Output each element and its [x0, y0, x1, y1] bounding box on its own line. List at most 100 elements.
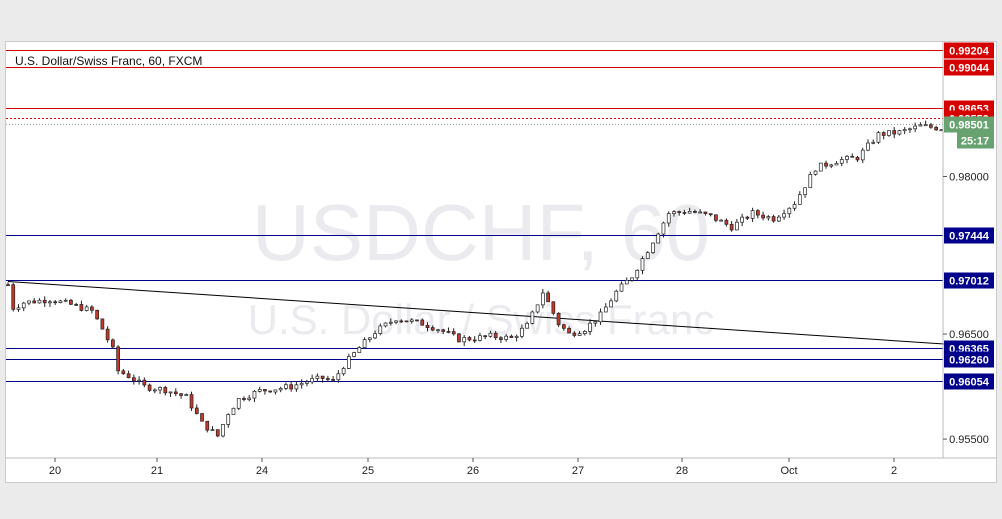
candle-body: [242, 398, 246, 400]
candle-body: [640, 258, 645, 271]
candle-body: [567, 328, 571, 334]
candle-body: [194, 407, 199, 414]
candle-body: [556, 312, 561, 326]
candle-body: [131, 377, 136, 382]
candle-body: [341, 368, 346, 375]
watermark: USDCHF, 60 U.S. Dollar / Swiss Franc: [248, 188, 715, 343]
x-tick-label: 28: [676, 465, 688, 477]
candle-body: [69, 299, 73, 305]
countdown-bg: [957, 132, 994, 149]
candle-body: [693, 211, 697, 213]
candle-body: [326, 378, 330, 380]
level-label: 0.96260: [949, 355, 989, 367]
candle-body: [362, 339, 367, 348]
chart-frame: USDCHF, 60 U.S. Dollar / Swiss Franc 0.9…: [5, 41, 997, 483]
candle-body: [373, 333, 377, 339]
candle-body: [803, 187, 807, 196]
level-label: 0.97012: [949, 276, 989, 288]
level-label: 0.96054: [949, 377, 990, 389]
candle-body: [808, 174, 813, 189]
candle-body: [179, 393, 183, 396]
candle-body: [797, 194, 802, 205]
candle-body: [514, 335, 519, 338]
candle-body: [11, 284, 16, 310]
candle-body: [782, 213, 786, 218]
candle-body: [630, 277, 634, 281]
candle-body: [761, 214, 765, 219]
candle-body: [446, 331, 451, 333]
candle-body: [923, 124, 928, 127]
candle-body: [105, 328, 110, 341]
candle-body: [16, 307, 21, 310]
candle-body: [719, 219, 724, 222]
level-label-bg: [944, 351, 994, 368]
candle-body: [252, 391, 257, 399]
candle-body: [200, 413, 204, 422]
candle-body: [535, 304, 540, 313]
y-tick-label: 0.95500: [949, 434, 989, 446]
candle-body: [305, 381, 309, 384]
candle-body: [399, 320, 404, 323]
candle-body: [504, 335, 509, 340]
candle-body: [787, 207, 792, 215]
candle-body: [215, 429, 220, 437]
candle-body: [147, 384, 152, 391]
candle-body: [493, 332, 498, 339]
candle-body: [478, 335, 482, 341]
candle-body: [698, 211, 703, 214]
chart-title: U.S. Dollar/Swiss Franc, 60, FXCM: [15, 54, 202, 68]
candle-body: [682, 212, 687, 214]
candle-body: [934, 126, 938, 131]
candle-body: [299, 382, 304, 386]
x-tick-label: 26: [467, 465, 479, 477]
candle-body: [404, 320, 409, 323]
candle-body: [100, 318, 105, 330]
candle-body: [336, 373, 341, 381]
price-chart[interactable]: USDCHF, 60 U.S. Dollar / Swiss Franc 0.9…: [6, 42, 996, 482]
candle-body: [598, 311, 603, 323]
candle-body: [231, 407, 236, 415]
candle-body: [520, 327, 524, 337]
candle-body: [624, 280, 629, 285]
candle-body: [53, 301, 58, 304]
candle-body: [918, 124, 923, 127]
candle-body: [184, 394, 189, 396]
candle-body: [582, 331, 587, 335]
candle-body: [666, 213, 671, 224]
y-tick-label: 0.96500: [949, 329, 989, 341]
candle-body: [813, 170, 818, 175]
current-price-label: 0.98501: [949, 120, 989, 132]
candle-body: [824, 162, 828, 167]
candle-body: [561, 324, 566, 329]
candle-body: [766, 216, 771, 219]
candle-body: [74, 303, 79, 306]
level-label: 0.99204: [949, 46, 990, 58]
candle-body: [32, 300, 37, 304]
candle-body: [126, 373, 131, 379]
candle-body: [315, 375, 320, 379]
candle-body: [289, 384, 294, 390]
candle-body: [163, 387, 168, 394]
candle-body: [467, 337, 472, 341]
candle-body: [158, 387, 162, 391]
candle-body: [294, 384, 299, 390]
candle-body: [90, 306, 94, 311]
candle-body: [58, 300, 63, 303]
candle-body: [310, 378, 314, 383]
candle-body: [48, 301, 52, 304]
candle-body: [472, 339, 477, 342]
candle-body: [84, 306, 89, 311]
candle-body: [614, 290, 619, 302]
candle-body: [929, 124, 933, 128]
candle-body: [367, 337, 372, 340]
x-tick-label: 25: [362, 465, 374, 477]
candle-body: [855, 156, 860, 161]
candle-body: [320, 375, 325, 379]
candle-body: [703, 211, 708, 214]
trend-line: [7, 281, 952, 346]
candle-body: [42, 299, 47, 304]
time-axis: 20 21 24 25 26 27 28 Oct 2: [49, 458, 897, 477]
candle-body: [173, 391, 178, 395]
candle-body: [756, 210, 760, 216]
level-label: 0.97444: [949, 231, 990, 243]
